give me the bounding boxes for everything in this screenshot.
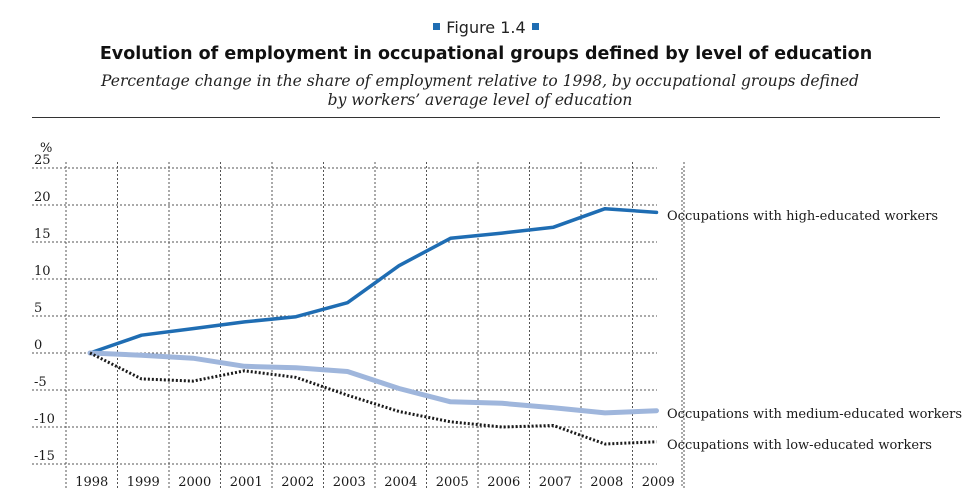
x-tick-label: 2007 [539,475,572,490]
series-label: Occupations with high-educated workers [667,209,938,224]
x-tick-label: 2006 [487,475,520,490]
figure-label-text: Figure 1.4 [446,18,526,37]
series-label: Occupations with medium-educated workers [667,407,962,422]
y-tick-label: 15 [34,227,51,242]
x-tick-label: 1998 [75,475,108,490]
y-tick-label: -10 [34,412,55,427]
y-tick-label: 20 [34,190,51,205]
y-tick-label: -15 [34,449,55,464]
x-tick-label: 2002 [281,475,314,490]
x-tick-label: 2009 [642,475,675,490]
header-rule [32,117,940,118]
y-tick-label: -5 [34,375,47,390]
chart-subtitle: Percentage change in the share of employ… [101,72,859,109]
y-tick-label: 5 [34,301,42,316]
x-tick-label: 2008 [590,475,623,490]
y-tick-label: 0 [34,338,42,353]
y-tick-label: 10 [34,264,51,279]
figure-label: Figure 1.4 [0,18,972,37]
chart-title: Evolution of employment in occupational … [99,44,873,64]
x-tick-label: 2005 [436,475,469,490]
y-tick-label: 25 [34,153,51,168]
square-bullet-icon [433,23,441,30]
x-tick-label: 2001 [230,475,263,490]
series-line [88,206,659,355]
x-tick-label: 1999 [127,475,160,490]
series-line [87,350,659,416]
y-axis-label: % [40,141,52,156]
x-tick-label: 2004 [384,475,417,490]
series-label: Occupations with low-educated workers [667,438,932,453]
x-tick-label: 2000 [178,475,211,490]
series-line [89,351,657,446]
x-tick-label: 2003 [333,475,366,490]
square-bullet-icon [531,23,539,30]
